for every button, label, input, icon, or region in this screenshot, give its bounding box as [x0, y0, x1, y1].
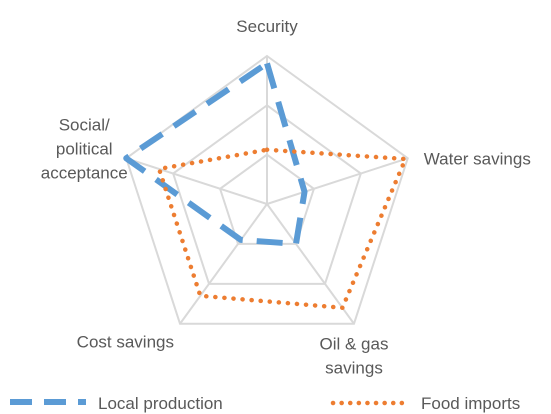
- legend-item-local-production: Local production: [10, 394, 223, 413]
- axis-label-line: Security: [236, 17, 298, 36]
- series-layer: [123, 60, 409, 311]
- legend: Local production Food imports: [10, 394, 520, 413]
- axis-label-oil-gas-savings: Oil & gas savings: [320, 335, 389, 378]
- axis-label-layer: Security Water savings Oil & gas savings Cos…: [41, 17, 531, 378]
- grid-ring-2: [171, 104, 363, 285]
- legend-item-food-imports: Food imports: [330, 394, 520, 413]
- axis-label-line: acceptance: [41, 163, 128, 182]
- spoke-cost-savings: [179, 203, 268, 325]
- legend-label-local-production: Local production: [98, 394, 223, 413]
- spoke-oil-gas-savings: [266, 203, 355, 325]
- axis-label-line: Cost savings: [77, 333, 174, 352]
- axis-label-line: Water savings: [424, 149, 531, 168]
- axis-label-security: Security: [236, 17, 298, 36]
- spoke-social-political-acceptance: [125, 157, 268, 205]
- axis-label-line: political: [56, 139, 113, 158]
- grid-layer: [125, 54, 409, 325]
- axis-label-water-savings: Water savings: [424, 149, 531, 168]
- series-local-production: [123, 60, 308, 247]
- axis-label-line: Social/: [59, 115, 110, 134]
- axis-label-cost-savings: Cost savings: [77, 333, 174, 352]
- legend-label-food-imports: Food imports: [421, 394, 520, 413]
- series-food-imports: [156, 147, 409, 311]
- spoke-water-savings: [266, 157, 409, 205]
- axis-label-social-political-acceptance: Social/political acceptance: [41, 115, 128, 182]
- axis-label-line: Oil & gas: [320, 335, 389, 354]
- axis-label-line: savings: [325, 359, 383, 378]
